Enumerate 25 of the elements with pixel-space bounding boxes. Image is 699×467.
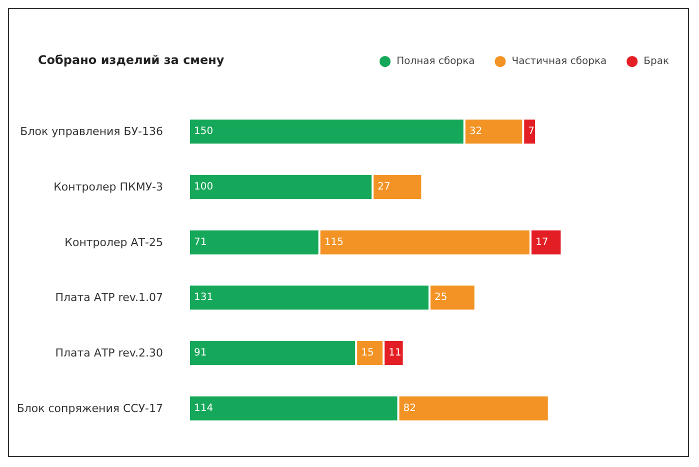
- data-label: 150: [194, 126, 214, 138]
- legend-label: Брак: [644, 56, 670, 67]
- data-label: 27: [378, 182, 390, 192]
- data-label: 114: [194, 402, 214, 414]
- data-label: 15: [361, 348, 374, 358]
- data-label: 11: [388, 348, 402, 358]
- data-label: 32: [469, 126, 482, 138]
- y-tick-label: Контролер АТ-25: [64, 236, 163, 249]
- y-tick-label: Плата АТР rev.1.07: [55, 291, 163, 304]
- y-tick-label: Контролер ПКМУ-3: [54, 180, 163, 194]
- legend-label: Частичная сборка: [512, 56, 607, 67]
- chart-title: Собрано изделий за смену: [38, 53, 224, 67]
- data-label: 25: [434, 292, 448, 304]
- legend-label: Полная сборка: [396, 56, 475, 67]
- data-label: 131: [194, 292, 214, 304]
- data-label: 71: [194, 236, 207, 248]
- data-label: 100: [194, 182, 214, 192]
- data-label: 7: [528, 126, 535, 138]
- data-label: 82: [403, 402, 416, 414]
- y-tick-label: Плата АТР rev.2.30: [55, 346, 163, 360]
- data-label: 17: [535, 236, 548, 248]
- y-tick-label: Блок сопряжения ССУ-17: [16, 402, 163, 415]
- data-label: 91: [194, 348, 207, 358]
- y-tick-label: Блок управления БУ-136: [20, 125, 163, 138]
- data-label: 115: [324, 236, 344, 248]
